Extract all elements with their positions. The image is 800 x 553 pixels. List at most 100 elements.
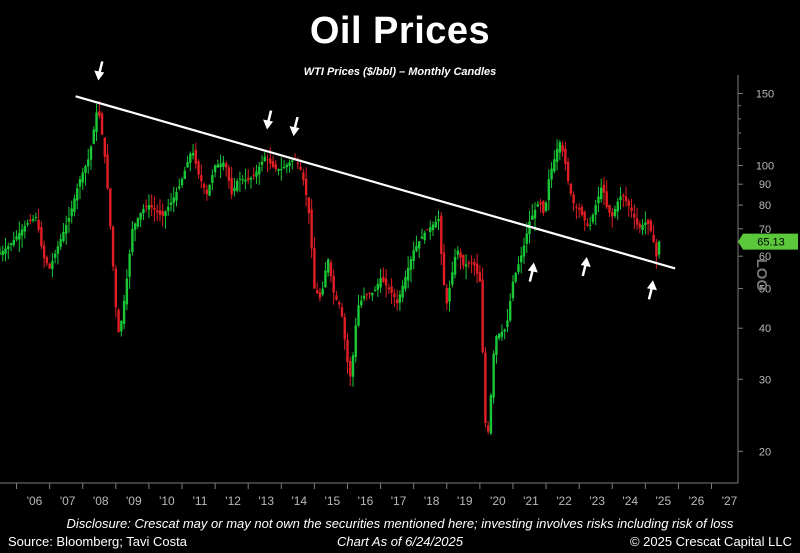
candle: [307, 197, 311, 224]
candle: [122, 294, 126, 330]
candle: [522, 237, 526, 264]
arrow-up-icon: [527, 262, 538, 282]
candle: [95, 103, 98, 141]
candle: [277, 168, 280, 176]
copyright-text: © 2025 Crescat Capital LLC: [629, 534, 792, 549]
candle: [462, 254, 465, 270]
candle: [59, 233, 62, 251]
candle: [332, 269, 335, 305]
candle: [506, 308, 509, 333]
candle: [197, 159, 200, 179]
candle: [357, 294, 360, 327]
x-tick-label: '16: [358, 494, 374, 508]
candle: [591, 212, 595, 225]
candle: [29, 214, 32, 224]
candle: [304, 167, 308, 207]
y-tick-label: 80: [759, 200, 771, 212]
y-tick-label: 150: [756, 88, 774, 100]
candle: [531, 203, 534, 220]
candle: [395, 289, 399, 311]
y-tick-label: 40: [759, 323, 771, 335]
candle: [486, 421, 490, 435]
candle: [219, 154, 222, 179]
candle: [158, 199, 162, 222]
candle: [222, 155, 225, 171]
candle: [431, 221, 435, 237]
candle: [48, 262, 51, 270]
candle: [153, 196, 156, 222]
candle: [92, 126, 95, 145]
candle: [605, 180, 608, 210]
chart-subtitle: WTI Prices ($/bbl) – Monthly Candles: [303, 66, 497, 78]
candle: [111, 225, 115, 272]
candle: [616, 197, 619, 220]
candle: [321, 281, 324, 297]
candle: [577, 203, 581, 218]
candle: [393, 288, 396, 308]
as-of-date: Chart As of 6/24/2025: [337, 534, 463, 549]
candle: [338, 300, 341, 309]
arrow-down-icon: [263, 110, 274, 130]
x-tick-label: '20: [490, 494, 506, 508]
candle: [611, 207, 614, 228]
candle: [164, 210, 167, 229]
resistance-trendline: [75, 95, 676, 270]
x-tick-label: '21: [523, 494, 539, 508]
candle: [84, 164, 87, 186]
candle: [274, 160, 277, 173]
candle: [624, 186, 628, 207]
candle: [547, 169, 551, 211]
candle: [351, 352, 355, 387]
x-tick-label: '25: [656, 494, 672, 508]
candle: [263, 152, 266, 163]
candle: [437, 210, 440, 231]
candle: [566, 157, 570, 185]
candle: [9, 242, 13, 252]
candle: [373, 285, 377, 292]
candle: [384, 268, 388, 298]
candle: [365, 292, 368, 301]
candle: [406, 256, 410, 289]
candle: [326, 257, 330, 277]
candle: [638, 220, 642, 234]
candle: [233, 177, 236, 197]
candle: [354, 317, 357, 363]
candle: [481, 267, 484, 354]
candle: [269, 147, 272, 170]
candle: [280, 157, 283, 181]
arrow-down-icon: [289, 116, 300, 137]
y-tick-label: 30: [759, 374, 771, 386]
candle: [73, 194, 76, 217]
candle: [646, 219, 650, 235]
candle: [189, 151, 192, 172]
x-tick-label: '13: [258, 494, 274, 508]
candles-layer: [0, 100, 661, 436]
candle: [139, 212, 142, 228]
candle: [136, 217, 140, 229]
x-tick-label: '08: [93, 494, 109, 508]
candle: [51, 252, 54, 278]
candle: [445, 283, 448, 310]
candle: [401, 280, 404, 303]
candle: [652, 225, 655, 243]
candle: [588, 217, 592, 231]
candle: [89, 145, 93, 170]
disclosure-text: Disclosure: Crescat may or may not own t…: [66, 516, 734, 531]
candle: [387, 283, 391, 295]
x-tick-label: '10: [159, 494, 175, 508]
x-tick-label: '06: [27, 494, 43, 508]
candle: [536, 200, 539, 208]
candle: [555, 139, 559, 171]
candle: [227, 164, 231, 189]
candle: [371, 292, 374, 302]
candle: [533, 202, 537, 232]
candle: [456, 246, 460, 260]
candle: [62, 223, 65, 243]
candle: [467, 260, 471, 268]
log-scale-label: LOG: [753, 259, 770, 292]
candle: [379, 268, 382, 293]
candle: [117, 307, 120, 333]
candle: [183, 166, 186, 180]
candle: [144, 199, 148, 213]
